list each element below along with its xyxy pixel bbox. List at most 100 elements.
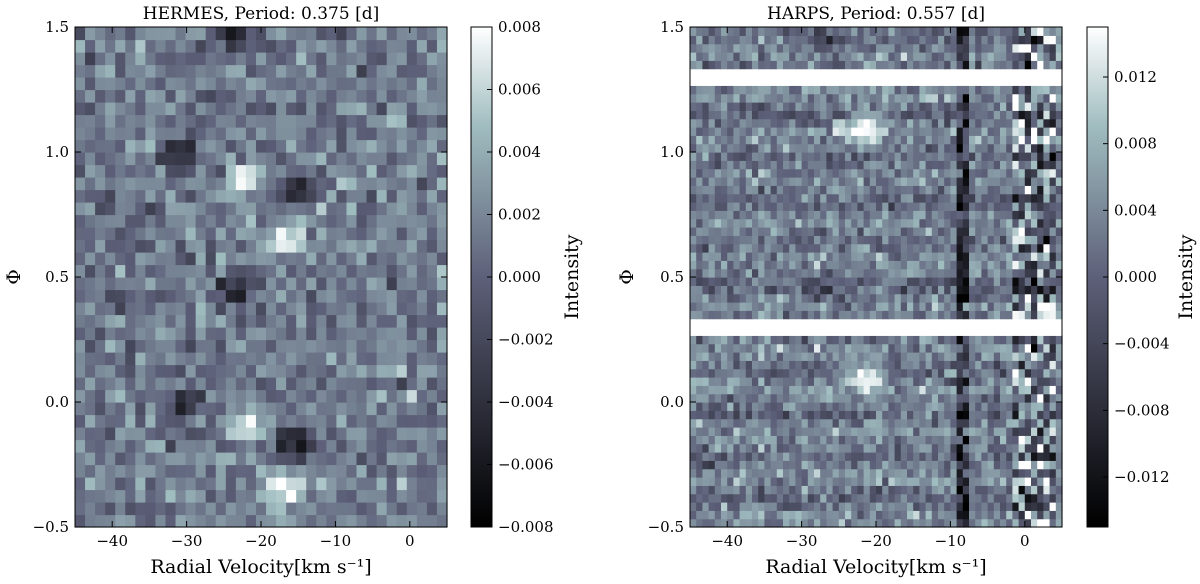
heatmap-cell	[205, 339, 217, 353]
heatmap-cell	[225, 427, 237, 441]
heatmap-cell	[838, 60, 846, 70]
heatmap-cell	[733, 343, 741, 353]
heatmap-cell	[336, 464, 348, 478]
heatmap-cell	[969, 277, 976, 286]
heatmap-cell	[255, 77, 267, 91]
heatmap-cell	[696, 268, 703, 278]
heatmap-cell	[1031, 377, 1038, 386]
heatmap-cell	[863, 452, 871, 461]
heatmap-cell	[406, 189, 418, 203]
heatmap-cell	[745, 60, 753, 70]
heatmap-cell	[795, 493, 803, 503]
heatmap-cell	[931, 185, 939, 195]
heatmap-cell	[1037, 110, 1044, 120]
heatmap-cell	[286, 189, 297, 203]
heatmap-cell	[1031, 85, 1038, 95]
heatmap-cell	[376, 327, 388, 341]
heatmap-cell	[1012, 68, 1020, 78]
heatmap-cell	[987, 368, 995, 378]
heatmap-cell	[255, 252, 267, 266]
heatmap-cell	[913, 285, 920, 295]
heatmap-cell	[85, 452, 96, 466]
heatmap-cell	[814, 243, 821, 253]
heatmap-cell	[869, 460, 877, 470]
heatmap-cell	[690, 352, 697, 361]
heatmap-cell	[838, 427, 846, 436]
heatmap-cell	[826, 202, 834, 211]
heatmap-cell	[962, 410, 970, 420]
heatmap-cell	[1012, 52, 1020, 61]
heatmap-cell	[702, 460, 710, 470]
heatmap-cell	[406, 39, 418, 53]
heatmap-cell	[95, 289, 106, 303]
heatmap-cell	[727, 152, 734, 161]
heatmap-cell	[115, 202, 126, 216]
heatmap-cell	[95, 252, 106, 266]
heatmap-cell	[306, 89, 317, 103]
heatmap-cell	[838, 152, 846, 161]
heatmap-cell	[306, 39, 317, 53]
heatmap-cell	[807, 110, 815, 120]
heatmap-cell	[987, 202, 995, 211]
heatmap-cell	[175, 77, 187, 91]
heatmap-cell	[888, 368, 896, 378]
heatmap-cell	[956, 60, 964, 70]
heatmap-cell	[95, 314, 106, 328]
heatmap-cell	[175, 377, 187, 391]
heatmap-cell	[869, 143, 877, 153]
heatmap-cell	[1049, 277, 1057, 286]
heatmap-cell	[235, 452, 247, 466]
heatmap-cell	[714, 60, 722, 70]
heatmap-cell	[783, 202, 790, 211]
heatmap-cell	[1043, 502, 1051, 511]
heatmap-cell	[1055, 485, 1063, 495]
heatmap-cell	[115, 77, 126, 91]
heatmap-cell	[962, 452, 970, 461]
heatmap-cell	[876, 293, 883, 303]
heatmap-cell	[863, 177, 871, 186]
heatmap-cell	[155, 52, 167, 66]
heatmap-cell	[969, 485, 976, 495]
heatmap-cell	[1037, 335, 1044, 345]
heatmap-cell	[851, 43, 858, 53]
heatmap-cell	[975, 260, 982, 270]
heatmap-cell	[376, 127, 388, 141]
heatmap-cell	[894, 85, 902, 95]
heatmap-cell	[426, 227, 438, 241]
heatmap-cell	[346, 252, 358, 266]
heatmap-cell	[894, 368, 902, 378]
heatmap-cell	[135, 202, 146, 216]
heatmap-cell	[426, 52, 438, 66]
heatmap-cell	[944, 318, 951, 328]
heatmap-cell	[783, 460, 790, 470]
heatmap-cell	[876, 152, 883, 161]
heatmap-cell	[336, 139, 348, 153]
heatmap-cell	[739, 277, 747, 286]
heatmap-cell	[882, 277, 889, 286]
heatmap-cell	[969, 185, 976, 195]
heatmap-cell	[733, 493, 741, 503]
heatmap-cell	[286, 264, 297, 278]
heatmap-cell	[714, 477, 722, 486]
heatmap-cell	[1000, 268, 1007, 278]
heatmap-cell	[721, 352, 728, 361]
heatmap-cell	[758, 268, 765, 278]
heatmap-cell	[135, 239, 146, 253]
heatmap-cell	[894, 360, 902, 370]
heatmap-cell	[346, 327, 358, 341]
heatmap-cell	[807, 152, 815, 161]
heatmap-cell	[938, 285, 945, 295]
heatmap-cell	[436, 377, 448, 391]
colorbar-tick-label: −0.008	[498, 518, 554, 536]
heatmap-cell	[869, 235, 877, 245]
heatmap-cell	[714, 393, 722, 403]
heatmap-cell	[925, 268, 933, 278]
heatmap-cell	[115, 477, 126, 491]
heatmap-cell	[708, 318, 716, 328]
heatmap-cell	[938, 452, 945, 461]
heatmap-cell	[770, 85, 778, 95]
heatmap-cell	[739, 502, 747, 511]
heatmap-cell	[758, 102, 765, 111]
heatmap-cell	[975, 68, 982, 78]
heatmap-cell	[266, 64, 277, 78]
